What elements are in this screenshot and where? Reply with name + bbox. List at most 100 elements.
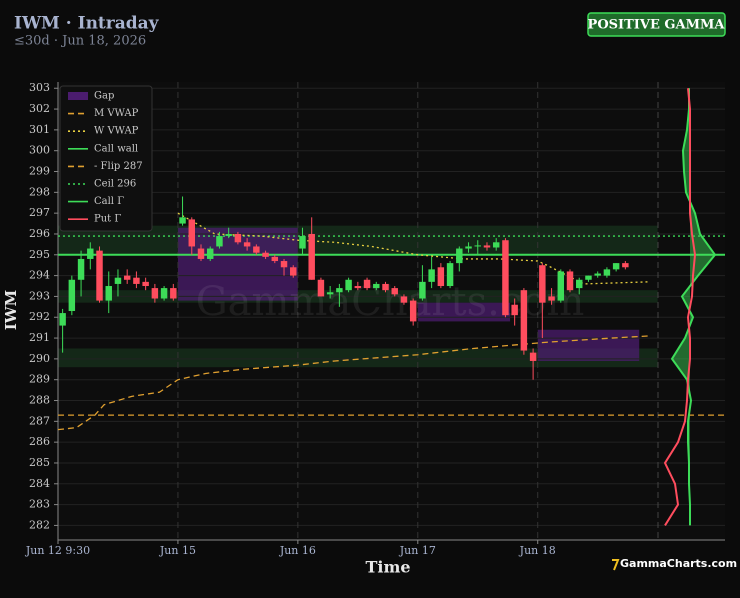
candle-body	[539, 265, 546, 303]
legend-label: - Flip 287	[94, 161, 143, 172]
candle-body	[594, 273, 601, 276]
vwap-line	[177, 212, 649, 285]
legend: Gap M VWAP W VWAP Call wall - Flip 287 Ceil 2…	[59, 85, 153, 232]
candle-body	[188, 219, 195, 247]
y-tick-label: 302	[29, 102, 50, 115]
gap-zone	[417, 302, 511, 322]
candle-body	[105, 286, 112, 301]
y-tick-label: 287	[29, 414, 50, 427]
candle-body	[142, 281, 149, 287]
candle-body	[345, 279, 352, 291]
candle-body	[382, 283, 389, 291]
watermark: GammaCharts.com	[196, 279, 585, 325]
x-tick-label: Jun 15	[159, 544, 196, 557]
legend-box	[59, 85, 153, 232]
candle-body	[234, 233, 242, 243]
candle-body	[68, 279, 76, 311]
candle-body	[548, 296, 555, 301]
candle-body	[243, 242, 251, 247]
candle-body	[299, 236, 306, 249]
candle-body	[179, 217, 186, 224]
y-tick-label: 298	[29, 185, 50, 198]
legend-label: W VWAP	[94, 126, 139, 137]
gamma-line	[663, 88, 697, 526]
y-tick-label: 285	[29, 456, 50, 469]
candle-body	[456, 248, 463, 264]
candle-body	[170, 288, 177, 299]
candle-body	[262, 252, 269, 257]
plot-area	[58, 82, 725, 540]
y-axis-label: IWM	[2, 290, 20, 330]
y-tick-label: 288	[29, 394, 50, 407]
candle-body	[280, 261, 288, 268]
candle-body	[446, 263, 454, 287]
y-tick-label: 303	[29, 81, 50, 94]
candle-body	[271, 256, 279, 262]
candle-body	[391, 288, 398, 295]
candle-body	[160, 288, 168, 299]
candle-body	[317, 279, 325, 297]
y-tick-label: 282	[29, 518, 50, 531]
y-tick-label: 299	[29, 165, 50, 178]
legend-label: Call wall	[94, 143, 138, 154]
plot: 282 283 284 285 286 287 288 289 290 291 292 293 294 2…	[25, 81, 725, 557]
candle-body	[133, 277, 140, 284]
x-axis-label: Time	[365, 558, 410, 577]
candle-body	[603, 269, 611, 276]
badge	[587, 12, 726, 37]
x-tick-label: Jun 12 9:30	[25, 544, 90, 557]
y-tick-label: 293	[29, 289, 50, 302]
legend-label: Call Γ	[94, 196, 124, 207]
candle-body	[96, 250, 103, 301]
candle-body	[123, 275, 131, 280]
y-tick-label: 286	[29, 435, 50, 448]
candle-body	[428, 269, 435, 282]
y-tick-label: 301	[29, 123, 50, 136]
y-tick-label: 291	[29, 331, 50, 344]
candle-body	[354, 286, 362, 289]
candle-body	[557, 271, 565, 301]
candle-body	[585, 275, 592, 280]
candle-body	[326, 292, 334, 295]
y-tick-label: 283	[29, 498, 50, 511]
candle-body	[87, 248, 94, 259]
candle-body	[529, 352, 537, 361]
level-band	[58, 225, 658, 255]
candle-body	[59, 313, 66, 326]
candle-body	[308, 233, 315, 280]
level-band	[58, 348, 658, 368]
y-tick-label: 295	[29, 248, 50, 261]
legend-label: Gap	[94, 91, 114, 102]
candle-body	[290, 267, 297, 276]
candle-body	[336, 288, 343, 293]
candle-body	[197, 248, 205, 259]
logo-icon	[612, 559, 620, 571]
candle-body	[576, 279, 583, 289]
vwap-line	[57, 335, 649, 431]
y-tick-label: 289	[29, 373, 50, 386]
y-tick-label: 296	[29, 227, 50, 240]
candle-body	[77, 258, 85, 280]
candle-body	[409, 300, 417, 322]
candle-body	[492, 242, 500, 248]
legend-swatch	[68, 92, 88, 100]
x-tick-label: Jun 16	[279, 544, 316, 557]
legend-label: Ceil 296	[94, 179, 136, 190]
chart-title: IWM · Intraday	[14, 14, 160, 34]
candle-body	[622, 263, 629, 268]
candle-body	[253, 246, 260, 253]
y-tick-label: 297	[29, 206, 50, 219]
y-tick-label: 292	[29, 310, 50, 323]
chart-subtitle: ≤30d · Jun 18, 2026	[14, 34, 146, 49]
candle-body	[151, 288, 159, 299]
candle-body	[465, 246, 472, 249]
candle-body	[474, 245, 481, 247]
candle-body	[566, 271, 574, 291]
candle-body	[612, 263, 620, 270]
candle-body	[437, 267, 445, 287]
candle-body	[400, 296, 408, 303]
y-tick-label: 284	[29, 477, 50, 490]
candle-body	[511, 304, 518, 316]
